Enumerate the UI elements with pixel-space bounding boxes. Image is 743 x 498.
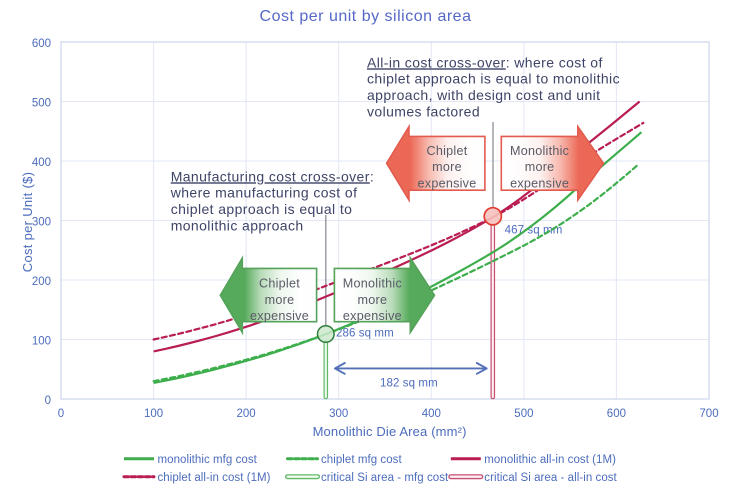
svg-text:400: 400 (32, 157, 51, 169)
svg-text:approach, with design cost and: approach, with design cost and unit (367, 87, 600, 103)
svg-text:chiplet all-in cost (1M): chiplet all-in cost (1M) (158, 472, 271, 484)
svg-text:expensive: expensive (510, 177, 569, 191)
svg-text:chiplet approach is equal to: chiplet approach is equal to (171, 201, 353, 217)
svg-text:more: more (265, 293, 295, 307)
svg-text:0: 0 (45, 395, 51, 407)
svg-text:more: more (525, 160, 555, 174)
svg-text:700: 700 (699, 408, 718, 420)
svg-text:Cost per unit by silicon area: Cost per unit by silicon area (260, 8, 472, 25)
svg-text:Monolithic Die Area (mm²): Monolithic Die Area (mm²) (313, 424, 467, 439)
svg-text:Monolithic: Monolithic (343, 277, 402, 291)
svg-text:where manufacturing cost of: where manufacturing cost of (170, 185, 358, 201)
svg-text:monolithic mfg cost: monolithic mfg cost (158, 454, 258, 466)
svg-text:0: 0 (58, 408, 64, 420)
svg-text:monolithic all-in cost (1M): monolithic all-in cost (1M) (484, 454, 616, 466)
svg-text:critical Si area - mfg cost: critical Si area - mfg cost (321, 472, 449, 484)
svg-text:All-in cost cross-over: where: All-in cost cross-over: where cost of (367, 54, 603, 70)
svg-text:100: 100 (144, 408, 163, 420)
svg-text:400: 400 (422, 408, 441, 420)
svg-text:more: more (432, 160, 462, 174)
svg-text:Chiplet: Chiplet (259, 277, 300, 291)
svg-text:expensive: expensive (343, 309, 402, 323)
svg-text:600: 600 (607, 408, 626, 420)
svg-text:Chiplet: Chiplet (427, 144, 468, 158)
svg-text:critical Si area - all-in cost: critical Si area - all-in cost (484, 472, 617, 484)
svg-text:more: more (358, 293, 388, 307)
svg-text:467 sq mm: 467 sq mm (505, 225, 563, 237)
svg-text:chiplet mfg cost: chiplet mfg cost (321, 454, 402, 466)
svg-text:Cost per Unit ($): Cost per Unit ($) (20, 172, 35, 272)
svg-text:expensive: expensive (418, 177, 477, 191)
svg-text:500: 500 (514, 408, 533, 420)
svg-text:300: 300 (329, 408, 348, 420)
svg-text:volumes factored: volumes factored (367, 104, 480, 120)
svg-text:expensive: expensive (250, 309, 309, 323)
svg-text:300: 300 (32, 217, 51, 229)
svg-text:Monolithic: Monolithic (510, 144, 569, 158)
svg-text:182 sq mm: 182 sq mm (380, 378, 438, 390)
svg-text:200: 200 (32, 276, 51, 288)
svg-text:100: 100 (32, 336, 51, 348)
svg-text:200: 200 (237, 408, 256, 420)
svg-text:Manufacturing cost cross-over:: Manufacturing cost cross-over: (171, 168, 374, 184)
svg-text:500: 500 (32, 98, 51, 110)
svg-text:chiplet approach is equal to m: chiplet approach is equal to monolithic (367, 71, 620, 87)
svg-text:600: 600 (32, 38, 51, 50)
svg-text:monolithic approach: monolithic approach (171, 218, 304, 234)
svg-text:286 sq mm: 286 sq mm (336, 328, 394, 340)
